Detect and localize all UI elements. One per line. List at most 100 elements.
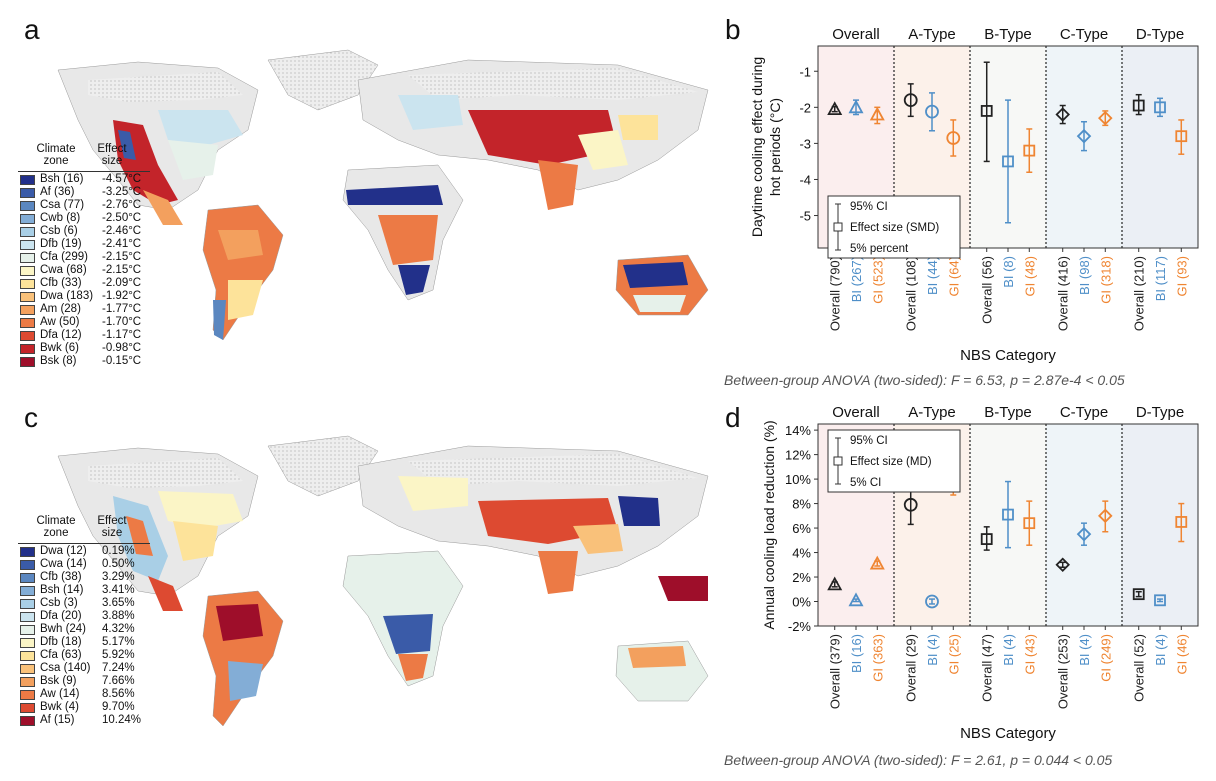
legend-row: Cfa (63) 5.92%	[18, 649, 150, 663]
effect-marker	[1002, 508, 1014, 521]
legend-c-zone-header: Climate zone	[36, 515, 76, 539]
y-tick-label: -2	[799, 100, 811, 115]
legend-effect-label: Effect size (SMD)	[850, 222, 939, 234]
legend-row: Cwa (68) -2.15°C	[18, 264, 150, 278]
group-header: D-Type	[1136, 26, 1184, 43]
sa-zone-af	[216, 604, 263, 641]
effect-marker	[827, 576, 843, 591]
legend-row: Bwh (24) 4.32%	[18, 623, 150, 637]
x-tick-label: BI (8)	[1001, 256, 1016, 288]
legend-row: Af (36) -3.25°C	[18, 186, 150, 200]
legend-effect-label: Effect size (MD)	[850, 456, 932, 468]
x-tick-label: GI (48)	[1022, 256, 1037, 296]
panel-letter-d: d	[725, 402, 741, 433]
y-axis-label-line: hot periods (°C)	[767, 98, 783, 196]
legend-swatch	[20, 599, 35, 609]
x-tick-label: GI (249)	[1098, 634, 1113, 682]
legend-zone-label: Bsh (14)	[40, 584, 84, 596]
legend-effect-value: -0.15°C	[102, 355, 142, 367]
effect-marker	[980, 105, 993, 117]
eu-zone-dfb	[398, 476, 468, 511]
effect-marker	[869, 555, 885, 570]
legend-swatch	[20, 175, 35, 185]
legend-effect-value: -2.46°C	[102, 225, 142, 237]
legend-swatch	[20, 240, 35, 250]
group-header: C-Type	[1060, 26, 1108, 43]
anova-d: Between-group ANOVA (two-sided): F = 2.6…	[724, 752, 1113, 768]
legend-row: Af (15) 10.24%	[18, 714, 150, 728]
as-zone-csa	[573, 524, 623, 554]
au-zone-bsh	[623, 262, 688, 288]
legend-row: Dwa (12) 0.19%	[18, 545, 150, 559]
sea-zone-af	[658, 576, 708, 601]
y-tick-label: 10%	[785, 472, 811, 487]
effect-marker	[1098, 508, 1113, 524]
legend-effect-value: 7.24%	[102, 662, 135, 674]
af-zone-aw	[378, 215, 438, 265]
x-tick-label: BI (16)	[849, 634, 864, 673]
legend-zone-label: Cfb (38)	[40, 571, 82, 583]
as-zone-aw	[538, 160, 578, 210]
legend-zone-label: Bsk (8)	[40, 355, 77, 367]
legend-effect-marker	[833, 222, 843, 232]
legend-row: Cfa (299) -2.15°C	[18, 251, 150, 265]
af-zone-aw	[398, 654, 428, 681]
legend-zone-label: Csb (6)	[40, 225, 78, 237]
legend-zone-label: Dfb (18)	[40, 636, 82, 648]
effect-marker	[848, 99, 864, 114]
group-header: B-Type	[984, 404, 1032, 421]
legend-a-header: Climate zone Effect size	[18, 141, 150, 172]
legend-row: Cfb (33) -2.09°C	[18, 277, 150, 291]
legend-zone-label: Bwh (24)	[40, 623, 87, 635]
y-tick-label: 0%	[792, 595, 811, 610]
y-axis-label-line: Annual cooling load reduction (%)	[761, 420, 777, 629]
legend-row: Bwk (6) -0.98°C	[18, 342, 150, 356]
group-header: Overall	[832, 404, 880, 421]
legend-zone-label: Bsk (9)	[40, 675, 77, 687]
y-tick-label: -3	[799, 136, 811, 151]
sa-zone-am	[218, 230, 263, 260]
landmass-greenland	[267, 49, 379, 111]
legend-zone-label: Bsh (16)	[40, 173, 84, 185]
eu-zone-dfb	[398, 95, 463, 130]
x-tick-label: BI (267)	[849, 256, 864, 302]
legend-swatch	[20, 703, 35, 713]
legend-zone-label: Csa (77)	[40, 199, 85, 211]
legend-effect-value: 5.92%	[102, 649, 135, 661]
legend-swatch	[20, 344, 35, 354]
group-background	[1122, 46, 1198, 248]
au-zone-bsk	[628, 646, 686, 668]
legend-effect-value: -4.57°C	[102, 173, 142, 185]
effect-marker	[980, 533, 993, 545]
x-axis-label: NBS Category	[960, 725, 1056, 742]
legend-zone-label: Aw (50)	[40, 316, 80, 328]
legend-row: Dfa (12) -1.17°C	[18, 329, 150, 343]
as-zone-cwa	[578, 130, 628, 170]
as-zone-dwa	[618, 115, 658, 140]
x-tick-label: GI (25)	[946, 634, 961, 674]
x-tick-label: GI (523)	[870, 256, 885, 304]
na-zone-af	[118, 130, 136, 160]
group-header: B-Type	[984, 26, 1032, 43]
panel-letter-c: c	[24, 402, 38, 433]
legend-swatch	[20, 664, 35, 674]
as-zone-dwa	[618, 496, 660, 526]
effect-marker	[1154, 594, 1166, 607]
chart-b: Overall A-Type B-Type C-Type D-Type -1 -2 -3 -4 -…	[749, 26, 1199, 364]
legend-effect-value: -2.15°C	[102, 264, 142, 276]
legend-effect-value: 3.29%	[102, 571, 135, 583]
x-tick-label: Overall (253)	[1056, 634, 1071, 709]
effect-marker	[848, 592, 864, 607]
landmass-greenland	[267, 435, 379, 497]
x-tick-label: Overall (416)	[1056, 256, 1071, 331]
legend-row: Aw (50) -1.70°C	[18, 316, 150, 330]
chart-legend-box	[827, 195, 961, 259]
x-tick-label: BI (44)	[925, 256, 940, 295]
world-map-c	[57, 435, 709, 727]
legend-zone-label: Bwk (4)	[40, 701, 79, 713]
af-zone-cwa	[383, 614, 433, 654]
legend-effect-value: 5.17%	[102, 636, 135, 648]
legend-swatch	[20, 227, 35, 237]
legend-row: Cwb (8) -2.50°C	[18, 212, 150, 226]
legend-swatch	[20, 279, 35, 289]
